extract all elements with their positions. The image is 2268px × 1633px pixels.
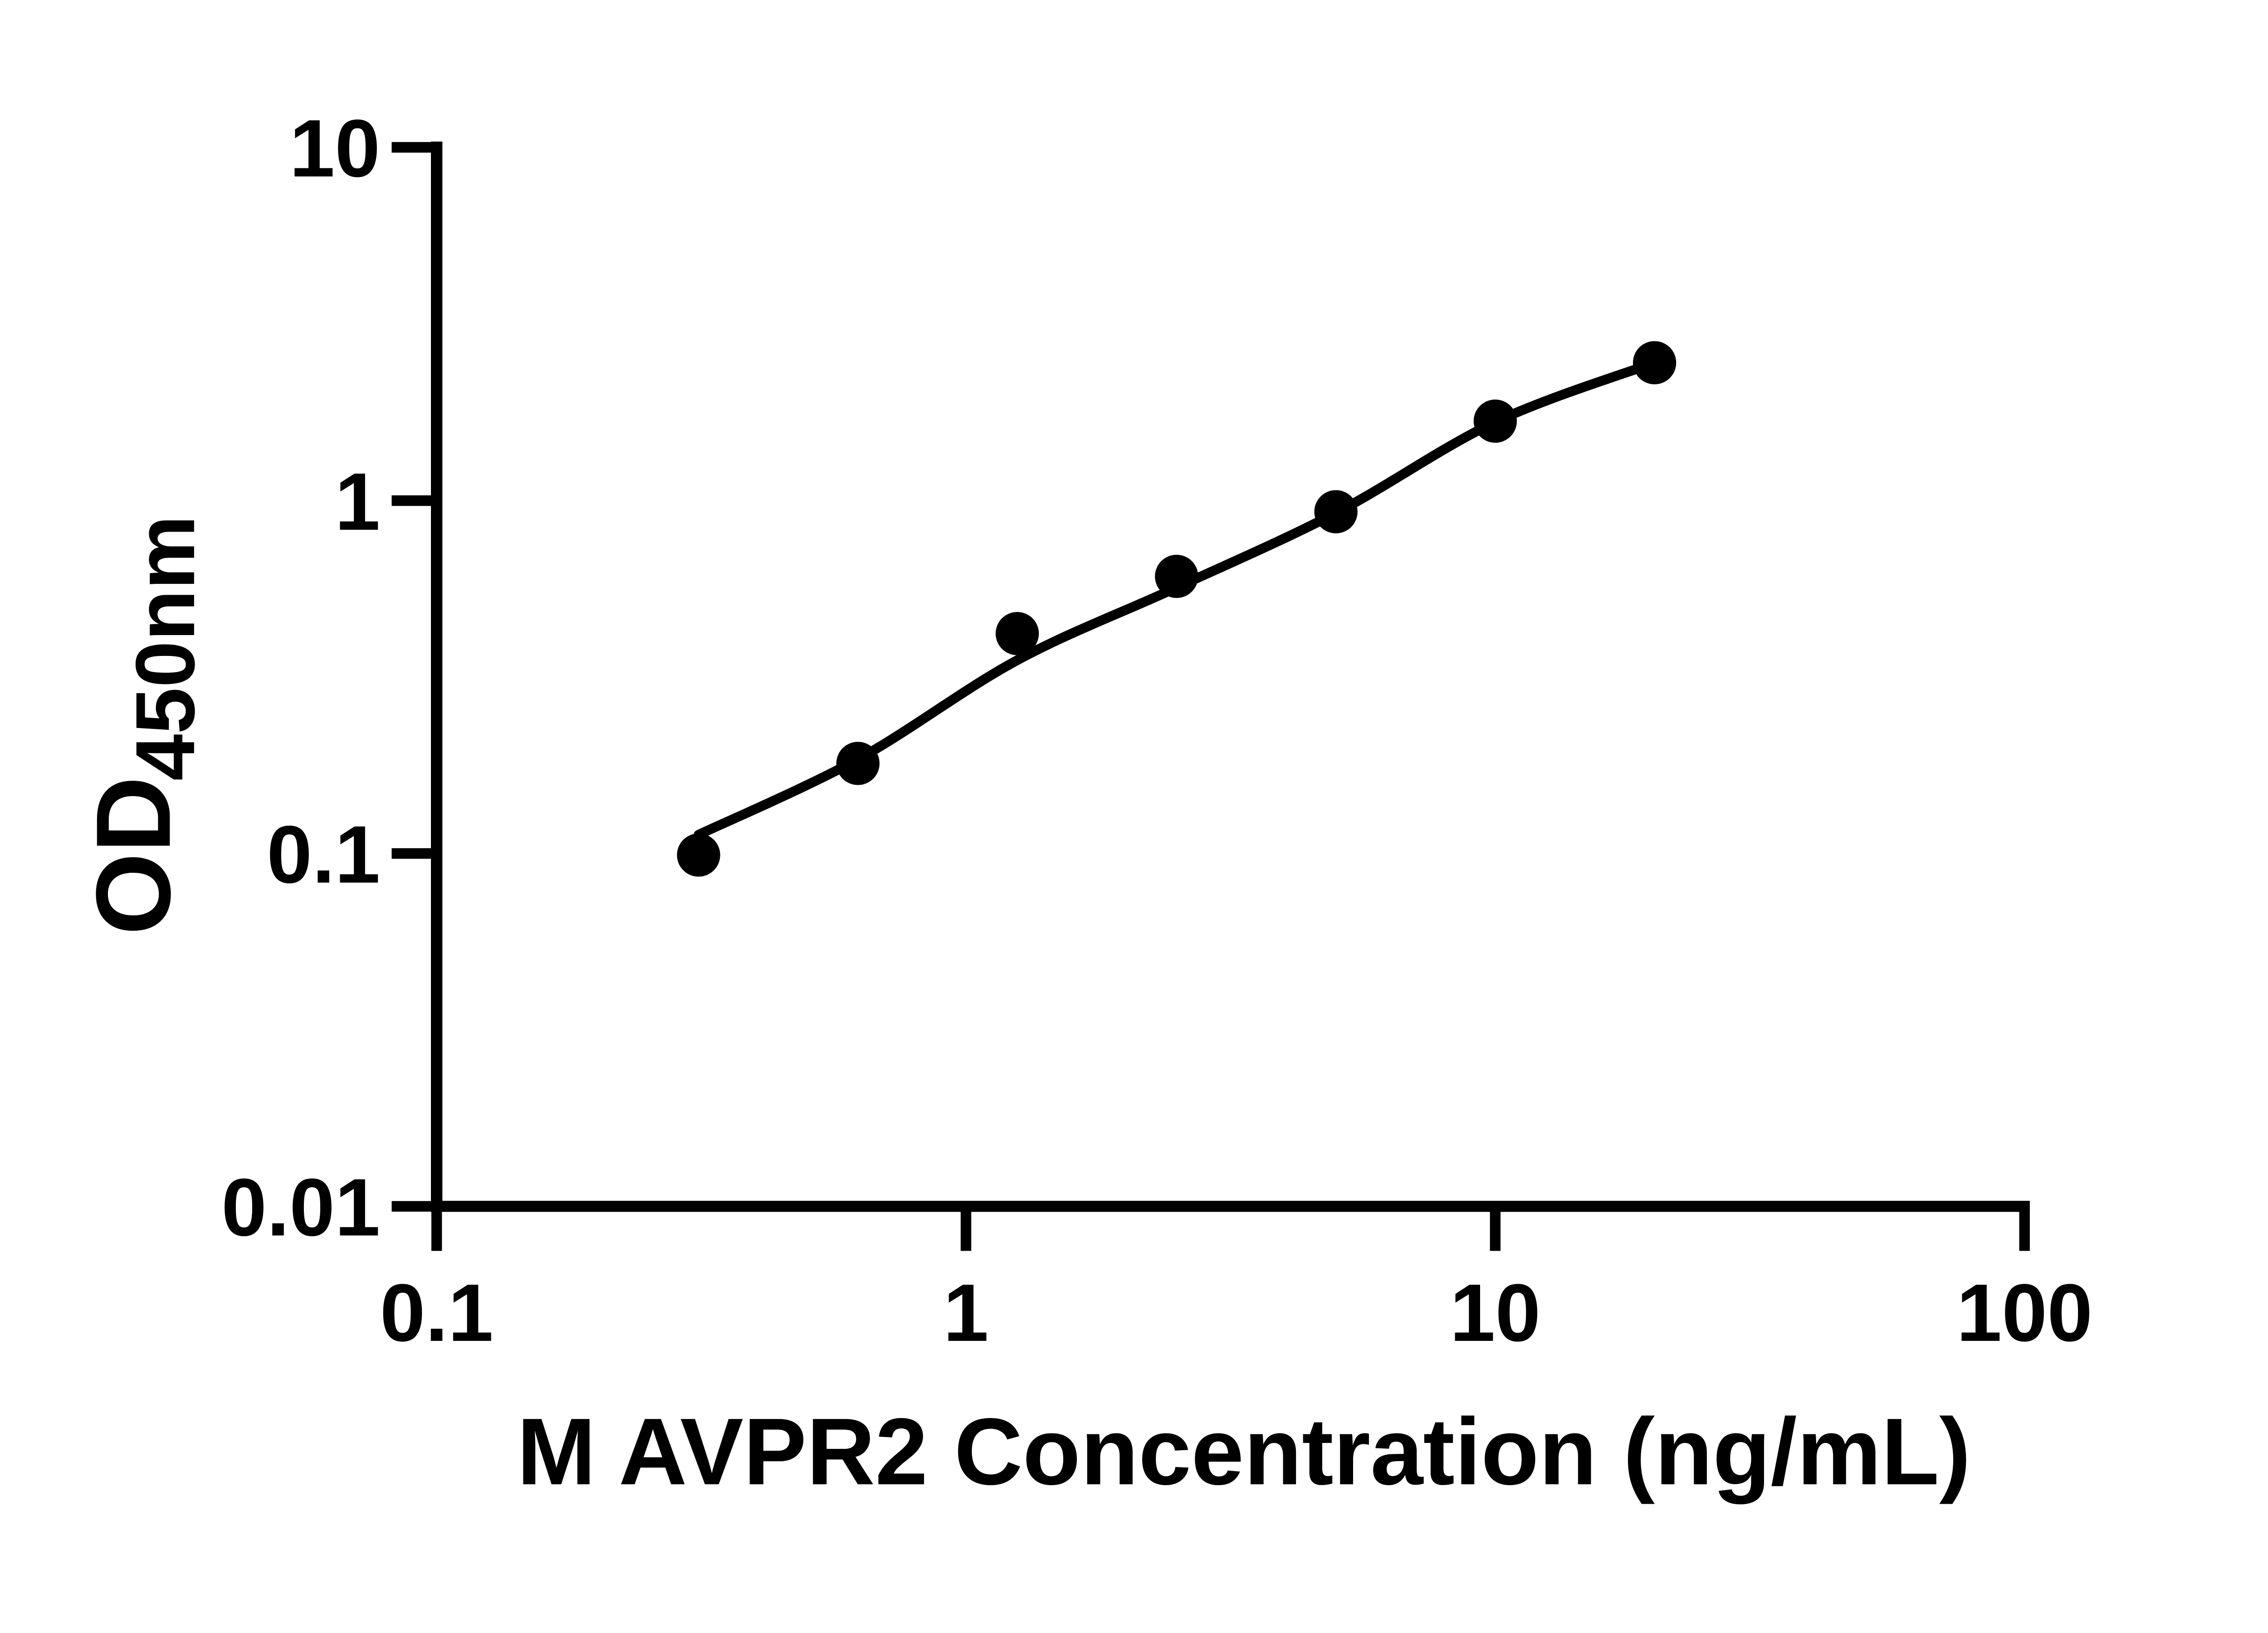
chart-canvas: 10 1 0.1 0.01 0.1 1 10 100 M AVPR2 Conce… xyxy=(0,0,2268,1588)
y-tick-label-10: 10 xyxy=(289,103,380,194)
data-point xyxy=(1633,341,1677,385)
data-point xyxy=(1473,399,1517,443)
data-point xyxy=(677,833,720,877)
x-tick-label-0p1: 0.1 xyxy=(380,1267,494,1359)
x-axis-title: M AVPR2 Concentration (ng/mL) xyxy=(517,1399,1970,1505)
y-tick-label-1: 1 xyxy=(335,456,380,548)
x-tick-label-1: 1 xyxy=(943,1267,988,1359)
x-axis-ticks xyxy=(431,1206,2030,1251)
data-point xyxy=(1155,554,1198,598)
x-tick-label-10: 10 xyxy=(1450,1267,1540,1359)
x-tick-label-100: 100 xyxy=(1956,1267,2092,1359)
data-series xyxy=(677,341,1677,877)
y-axis-title-main: OD xyxy=(74,776,192,935)
elisa-standard-curve-figure: 10 1 0.1 0.01 0.1 1 10 100 M AVPR2 Conce… xyxy=(0,0,2268,1588)
y-axis-title: OD 450nm xyxy=(74,515,212,935)
chart-background xyxy=(0,0,2268,1588)
y-tick-label-0p01: 0.01 xyxy=(221,1162,380,1253)
data-point xyxy=(1314,490,1358,533)
y-axis-title-subscript: 450nm xyxy=(119,515,212,781)
data-point xyxy=(836,742,880,785)
y-axis-ticks xyxy=(391,142,437,1212)
y-tick-label-0p1: 0.1 xyxy=(267,809,380,900)
data-point xyxy=(995,612,1039,655)
